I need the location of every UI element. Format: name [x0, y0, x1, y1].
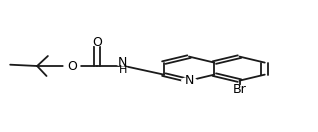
Text: N: N — [184, 74, 194, 87]
Circle shape — [117, 67, 128, 72]
Text: O: O — [67, 60, 77, 72]
Circle shape — [89, 39, 105, 46]
Text: Br: Br — [233, 83, 246, 96]
Circle shape — [229, 86, 250, 94]
Circle shape — [182, 78, 196, 84]
Circle shape — [64, 63, 80, 69]
Text: N: N — [118, 56, 127, 69]
Text: O: O — [92, 36, 102, 49]
Text: H: H — [118, 65, 127, 75]
Circle shape — [116, 60, 129, 66]
